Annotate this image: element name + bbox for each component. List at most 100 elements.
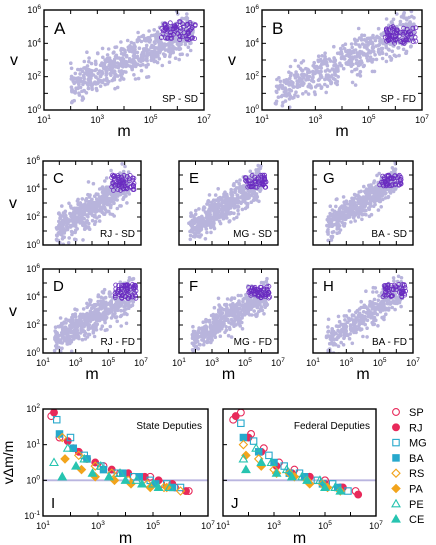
- cloud-point: [123, 192, 127, 196]
- cloud-point: [216, 296, 221, 301]
- x-axis-label: m: [119, 530, 132, 545]
- cloud-point: [127, 276, 132, 280]
- cloud-point: [323, 51, 327, 55]
- cloud-point: [87, 312, 92, 317]
- cloud-point: [97, 219, 102, 223]
- cloud-point: [232, 217, 236, 221]
- highlight-point: [247, 181, 253, 187]
- panel-letter: E: [189, 170, 199, 187]
- cloud-point: [195, 339, 200, 344]
- highlight-point: [180, 24, 186, 30]
- x-axis-label: m: [222, 366, 235, 383]
- cloud-point: [114, 53, 119, 58]
- cloud-point: [150, 49, 154, 54]
- cloud-point: [127, 278, 131, 283]
- cloud-point: [115, 319, 119, 324]
- x-tick-label: 101: [36, 357, 50, 368]
- highlight-point: [179, 34, 185, 40]
- cloud-point: [257, 171, 262, 176]
- highlight-point: [413, 38, 419, 44]
- x-tick-label: 105: [146, 520, 160, 531]
- cloud-point: [220, 311, 225, 315]
- cloud-point: [229, 317, 234, 322]
- cloud-point: [69, 66, 74, 71]
- cloud-point: [200, 334, 205, 339]
- cloud-point: [348, 317, 353, 322]
- cloud-point: [65, 220, 69, 224]
- cloud-point: [86, 208, 90, 213]
- cloud-point: [78, 312, 83, 317]
- data-point-CE: [57, 471, 68, 481]
- cloud-point: [350, 69, 354, 74]
- cloud-point: [95, 88, 99, 93]
- cloud-point: [133, 60, 137, 65]
- cloud-point: [334, 324, 339, 328]
- cloud-point: [329, 360, 333, 364]
- cloud-point: [292, 95, 296, 100]
- cloud-point: [373, 185, 378, 189]
- cloud-point: [108, 203, 113, 207]
- cloud-point: [94, 328, 99, 332]
- cloud-point: [237, 322, 242, 327]
- cloud-point: [157, 36, 161, 41]
- cloud-point: [371, 46, 376, 50]
- cloud-point: [354, 203, 358, 207]
- cloud-point: [67, 236, 71, 240]
- cloud-point: [84, 321, 89, 325]
- cloud-point: [58, 213, 62, 217]
- cloud-point: [361, 334, 365, 339]
- cloud-point: [370, 306, 375, 311]
- panel-label: MG - SD: [233, 229, 272, 240]
- highlight-point: [393, 37, 398, 43]
- cloud-point: [223, 330, 227, 335]
- highlight-point: [396, 182, 402, 188]
- cloud-point: [85, 305, 89, 310]
- cloud-point: [212, 323, 216, 327]
- cloud-point: [80, 197, 85, 201]
- highlight-point: [172, 23, 178, 29]
- x-tick-label: 107: [415, 114, 429, 125]
- y-axis-label: vΔm/m: [0, 441, 16, 485]
- cloud-point: [337, 208, 342, 212]
- cloud-point: [276, 95, 281, 99]
- cloud-point: [392, 279, 396, 283]
- cloud-point: [274, 84, 279, 89]
- highlight-point: [186, 37, 192, 42]
- data-point-PE: [131, 475, 142, 484]
- cloud-point: [396, 45, 401, 50]
- cloud-point: [124, 54, 129, 59]
- cloud-point: [250, 191, 255, 196]
- highlight-point: [252, 288, 258, 294]
- y-axis-label: v: [9, 195, 17, 212]
- cloud-point: [351, 318, 356, 322]
- highlight-point: [125, 295, 131, 301]
- cloud-point: [101, 194, 106, 198]
- cloud-point: [396, 274, 401, 279]
- cloud-point: [158, 39, 162, 44]
- cloud-point: [242, 310, 247, 315]
- cloud-point: [341, 343, 346, 347]
- cloud-point: [286, 110, 290, 114]
- cloud-point: [55, 339, 60, 343]
- cloud-point: [87, 323, 92, 327]
- cloud-point: [229, 305, 234, 310]
- cloud-point: [295, 85, 300, 89]
- cloud-point: [129, 58, 134, 63]
- cloud-point: [206, 215, 211, 220]
- cloud-point: [326, 232, 330, 236]
- cloud-point: [140, 34, 144, 39]
- cloud-point: [370, 49, 375, 53]
- cloud-point: [388, 302, 393, 306]
- cloud-point: [190, 336, 195, 341]
- cloud-point: [295, 73, 300, 77]
- cloud-point: [334, 197, 339, 202]
- cloud-point: [55, 238, 59, 243]
- cloud-point: [168, 54, 172, 59]
- highlight-point: [130, 175, 136, 181]
- panel-letter: I: [51, 495, 55, 512]
- panel-label: RJ - FD: [101, 337, 135, 348]
- y-tick-label: 104: [27, 37, 41, 48]
- data-point-CE: [87, 468, 98, 477]
- cloud-point: [193, 346, 198, 351]
- cloud-point: [367, 207, 372, 212]
